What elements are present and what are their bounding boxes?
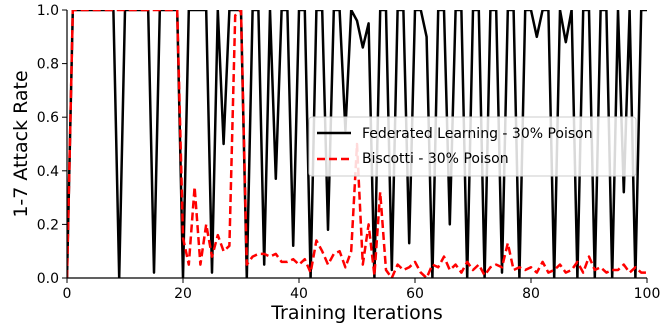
x-tick-label: 80 — [522, 286, 540, 302]
y-tick-label: 0.0 — [37, 271, 59, 287]
legend-label-federated: Federated Learning - 30% Poison — [362, 126, 593, 142]
y-tick-label: 0.8 — [37, 57, 59, 73]
legend: Federated Learning - 30% Poison Biscotti… — [308, 116, 637, 177]
y-tick-label: 1.0 — [37, 3, 59, 19]
series-line-federated — [67, 10, 647, 278]
x-tick-label: 100 — [634, 286, 661, 302]
x-tick-label: 0 — [63, 286, 72, 302]
y-tick-label: 0.4 — [37, 164, 59, 180]
axes-layer — [66, 10, 647, 279]
y-tick-label: 0.6 — [37, 110, 59, 126]
x-tick-label: 20 — [174, 286, 192, 302]
ticks-layer: 0 20 40 60 80 100 0.0 0.2 0.4 0.6 0.8 1.0 — [37, 3, 661, 302]
x-tick-label: 60 — [406, 286, 424, 302]
x-tick-label: 40 — [290, 286, 308, 302]
y-tick-label: 0.2 — [37, 217, 59, 233]
legend-label-biscotti: Biscotti - 30% Poison — [362, 151, 509, 167]
y-axis-label: 1-7 Attack Rate — [10, 70, 32, 217]
legend-box — [308, 116, 637, 177]
x-axis-label: Training Iterations — [270, 302, 443, 324]
